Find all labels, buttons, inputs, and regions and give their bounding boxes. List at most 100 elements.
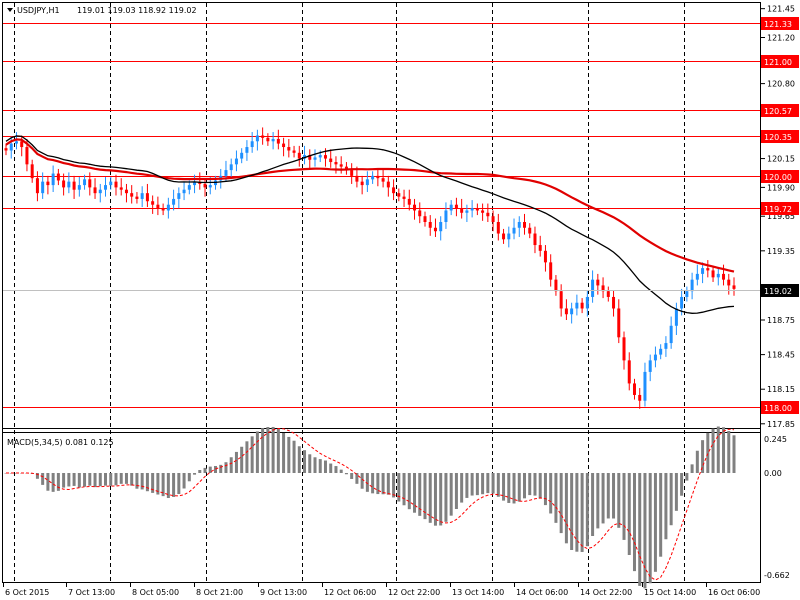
- macd-bar-74: [392, 473, 396, 498]
- macd-bar-21: [114, 473, 118, 486]
- macd-bar-57: [303, 450, 307, 473]
- time-label-4: 9 Oct 13:00: [260, 588, 307, 597]
- candle-body-100: [528, 227, 532, 234]
- candle-body-30: [161, 208, 165, 211]
- candle-body-95: [502, 233, 506, 240]
- candle-body-129: [680, 296, 684, 309]
- candle-body-71: [376, 175, 380, 179]
- candle-body-59: [313, 157, 317, 160]
- candle-body-48: [255, 135, 259, 142]
- macd-bar-20: [109, 473, 113, 486]
- candle-body-122: [643, 371, 647, 401]
- macd-bar-102: [538, 473, 542, 499]
- macd-bar-120: [632, 473, 636, 572]
- macd-bar-25: [135, 473, 139, 489]
- candle-body-18: [98, 189, 102, 194]
- macd-bar-7: [41, 473, 45, 485]
- candle-body-89: [470, 208, 474, 211]
- candle-body-72: [381, 178, 385, 182]
- horizontal-levels[interactable]: [3, 23, 760, 408]
- candle-body-50: [266, 137, 270, 142]
- macd-bar-70: [371, 473, 375, 494]
- candle-body-136: [716, 273, 720, 278]
- candle-body-85: [449, 204, 453, 211]
- candle-body-25: [135, 196, 139, 199]
- vertical-grid: [14, 3, 685, 582]
- candle-body-19: [104, 185, 108, 190]
- candle-body-133: [701, 268, 705, 274]
- macd-bar-19: [104, 473, 108, 486]
- candle-body-80: [423, 216, 427, 222]
- macd-bar-139: [732, 435, 736, 473]
- chart-frame: [2, 2, 761, 583]
- candle-body-65: [344, 166, 348, 171]
- macd-bar-41: [219, 464, 223, 473]
- macd-bar-123: [648, 473, 652, 584]
- candle-body-47: [250, 141, 254, 148]
- current-price-tag: 119.02: [761, 284, 799, 297]
- price-tick-label-1: 121.20: [767, 33, 795, 42]
- macd-bar-98: [517, 473, 521, 502]
- candle-body-126: [664, 343, 668, 349]
- candle-body-99: [523, 221, 527, 228]
- candle-body-12: [67, 181, 71, 188]
- macd-bar-73: [386, 473, 390, 495]
- candle-body-35: [187, 185, 191, 190]
- macd-bar-90: [475, 473, 479, 496]
- macd-bar-116: [612, 473, 616, 519]
- candle-body-92: [486, 212, 490, 217]
- macd-bar-118: [622, 473, 626, 540]
- macd-bar-125: [659, 473, 663, 557]
- candle-body-33: [177, 193, 181, 199]
- candle-body-139: [732, 285, 736, 289]
- candle-body-68: [360, 181, 364, 186]
- macd-bar-38: [203, 467, 207, 473]
- macd-bar-43: [229, 457, 233, 473]
- candle-body-63: [334, 162, 338, 165]
- time-label-0: 6 Oct 2015: [5, 588, 49, 597]
- macd-bar-18: [98, 473, 102, 487]
- candle-body-64: [339, 164, 343, 167]
- macd-bar-88: [465, 473, 469, 498]
- macd-bar-104: [549, 473, 553, 514]
- time-label-3: 8 Oct 21:00: [196, 588, 243, 597]
- macd-bar-96: [507, 473, 511, 503]
- candle-body-138: [727, 279, 731, 286]
- macd-bar-32: [172, 473, 176, 497]
- macd-bar-76: [402, 473, 406, 506]
- candle-body-73: [386, 181, 390, 188]
- macd-bar-14: [77, 473, 81, 488]
- level-tag-4: [761, 170, 799, 183]
- candle-body-125: [659, 348, 663, 355]
- macd-bar-15: [83, 473, 87, 487]
- candle-body-76: [402, 196, 406, 199]
- candle-body-4: [25, 147, 29, 165]
- candle-body-123: [648, 360, 652, 372]
- macd-bar-65: [344, 473, 348, 475]
- macd-bar-39: [208, 466, 212, 473]
- candle-body-121: [638, 394, 642, 401]
- candle-body-130: [685, 291, 689, 297]
- macd-bar-37: [198, 469, 202, 473]
- candle-body-9: [51, 173, 55, 186]
- candle-body-6: [35, 178, 39, 194]
- macd-bar-86: [454, 473, 458, 510]
- candle-body-45: [240, 152, 244, 159]
- macd-signal-line: [6, 427, 735, 581]
- candle-body-111: [585, 296, 589, 309]
- ohlc-label: 119.01 119.03 118.92 119.02: [77, 6, 197, 15]
- candle-body-2: [14, 141, 18, 144]
- chart-menu-triangle-icon[interactable]: [7, 8, 13, 12]
- macd-bar-80: [423, 473, 427, 520]
- candle-body-67: [355, 175, 359, 182]
- candle-body-21: [114, 181, 118, 188]
- macd-bar-127: [669, 473, 673, 526]
- macd-bar-119: [627, 473, 631, 555]
- macd-bar-45: [240, 446, 244, 473]
- macd-bar-103: [543, 473, 547, 506]
- candle-body-84: [444, 210, 448, 222]
- macd-bar-35: [187, 473, 191, 482]
- macd-bar-54: [287, 436, 291, 473]
- candle-body-94: [496, 221, 500, 234]
